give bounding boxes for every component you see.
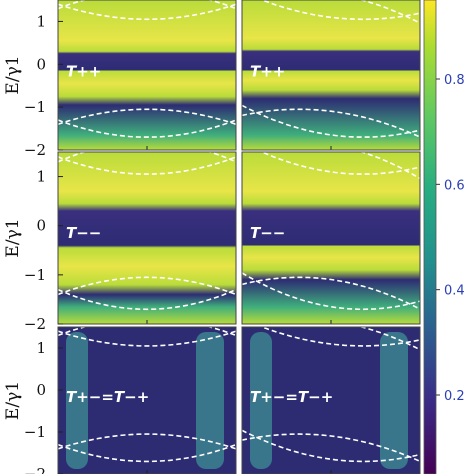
y-tick-label: 0 [36, 381, 46, 399]
band-curve [58, 433, 236, 450]
panel-label: T+−=T−+ [250, 388, 333, 406]
band-curve [359, 152, 420, 180]
band-curve [58, 288, 236, 311]
bright-strip [196, 332, 224, 469]
band-curve [58, 330, 236, 347]
y-tick-label: −2 [24, 141, 46, 159]
y-axis-label: E/γ1 [3, 381, 23, 420]
colorbar: 0.8 0.6 0.4 0.2 [423, 0, 465, 474]
band-curve [58, 276, 236, 296]
y-tick-label: 0 [36, 55, 46, 73]
band-curve [259, 327, 420, 347]
panel-frame [57, 326, 237, 474]
colorbar-tick-label: 0.2 [444, 389, 465, 404]
heatmap-panel: T−− [58, 152, 236, 324]
heatmap-panel: T++ [58, 0, 236, 150]
band-curve [242, 433, 420, 463]
y-tick-label: 1 [36, 168, 46, 186]
panel-frame [241, 0, 421, 151]
panel-frame [57, 0, 237, 151]
y-tick-label: −2 [24, 315, 46, 333]
intensity-field [58, 152, 236, 324]
band-curve [259, 0, 420, 21]
heatmap-panel: T++ [242, 0, 420, 150]
panel-label: T−− [66, 224, 101, 242]
band-curve [242, 429, 420, 463]
band-curve [58, 3, 236, 21]
panel-label: T−− [250, 224, 285, 242]
panel-label: T++ [66, 62, 101, 80]
y-tick-label: 0 [36, 217, 46, 235]
colorbar-tick-label: 0.6 [444, 178, 465, 193]
y-tick-label: −1 [24, 98, 46, 116]
y-tick-label: −1 [24, 266, 46, 284]
panel-frame [241, 326, 421, 474]
panel-frame [241, 151, 421, 325]
heatmap-panel: T+−=T−+ [58, 327, 236, 474]
bright-strip [380, 332, 408, 469]
band-curve [58, 119, 236, 138]
band-curve [242, 272, 420, 311]
panel-label: T++ [250, 62, 285, 80]
y-tick-label: −1 [24, 423, 46, 441]
band-curve [242, 104, 420, 138]
colorbar-tick-label: 0.8 [444, 73, 465, 88]
colorbar-tick-label: 0.4 [444, 284, 465, 299]
heatmap-panels: T++ T++ T−− T−− T+−=T−+ T+−=T−+ [57, 0, 421, 474]
y-axis: 1 0 −1 −2 E/γ1 1 0 −1 −2 E/γ1 1 0 −1 −2 E/γ1 [3, 12, 63, 474]
band-curve [242, 108, 420, 138]
y-tick-label: −2 [24, 465, 46, 474]
colorbar-gradient [424, 0, 436, 474]
band-curve [58, 108, 236, 126]
y-axis-label: E/γ1 [3, 55, 23, 94]
bright-strip [250, 332, 272, 469]
heatmap-panel: T+−=T−+ [242, 327, 420, 474]
heatmap-panel: T−− [242, 152, 420, 324]
band-curve [58, 156, 236, 175]
intensity-field [242, 152, 420, 324]
y-tick-label: 1 [36, 339, 46, 357]
colorbar-frame [423, 0, 437, 474]
y-axis-label: E/γ1 [3, 218, 23, 257]
intensity-field [242, 0, 420, 150]
y-tick-label: 1 [36, 12, 46, 30]
bright-strip [66, 332, 88, 469]
band-curve [260, 152, 420, 175]
intensity-field [58, 0, 236, 150]
panel-frame [57, 151, 237, 325]
band-curve [58, 443, 236, 463]
band-curve [242, 276, 420, 310]
panel-label: T+−=T−+ [66, 388, 149, 406]
